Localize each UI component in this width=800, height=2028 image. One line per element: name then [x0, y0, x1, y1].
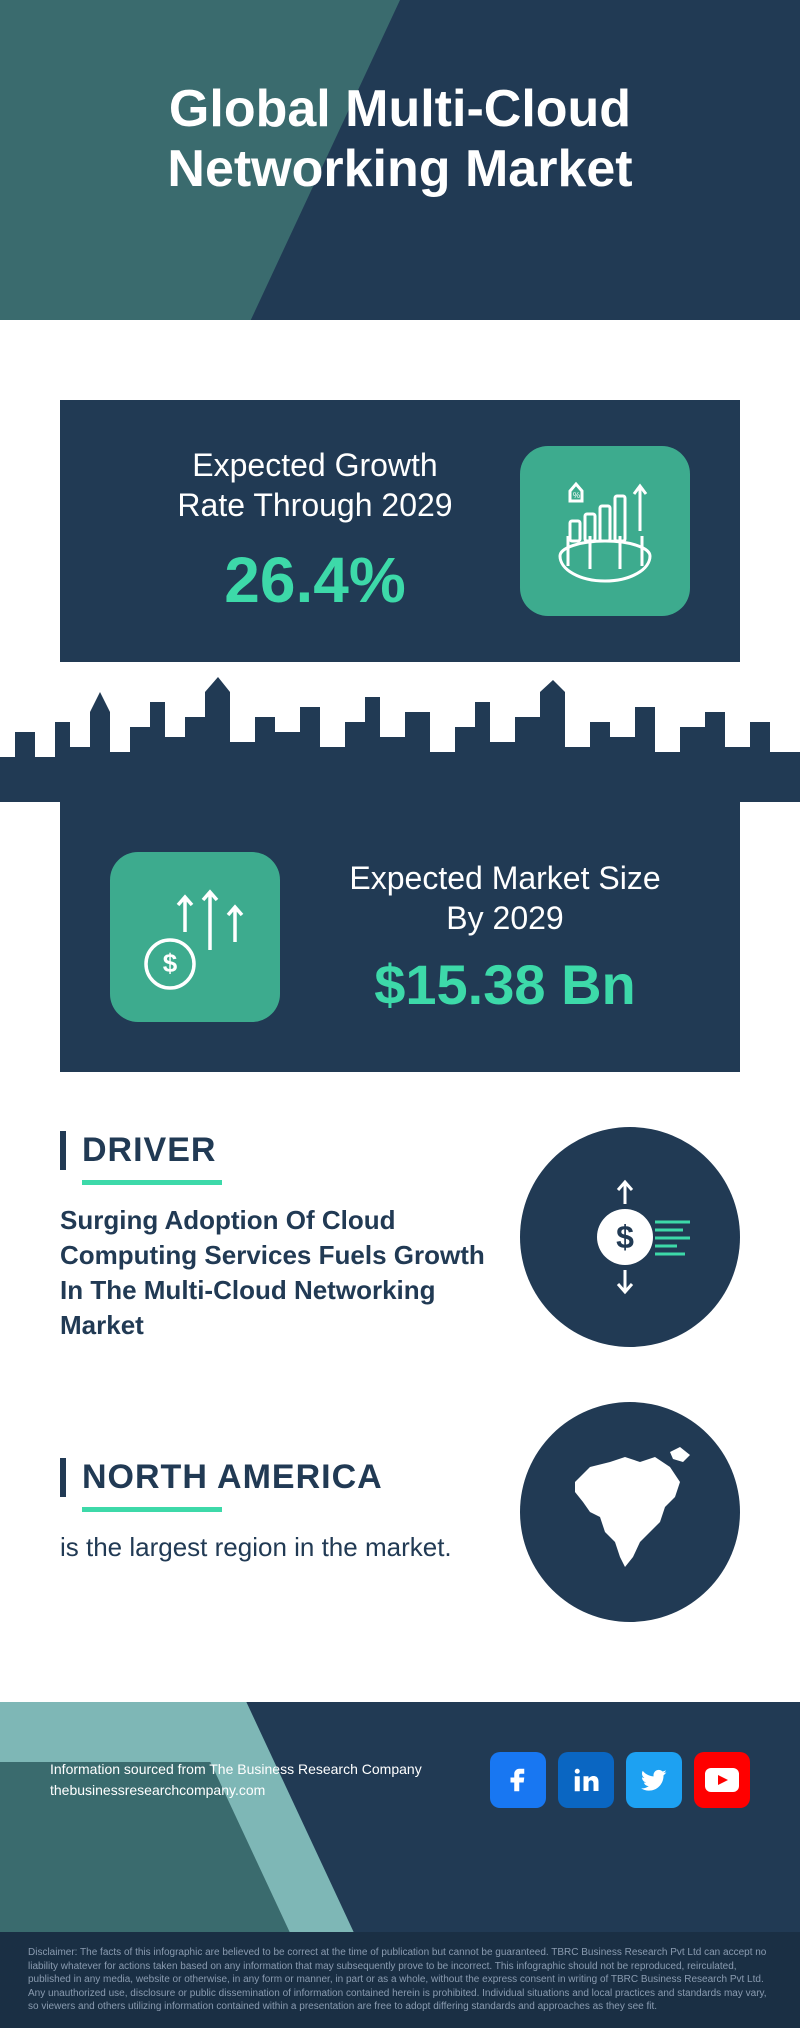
svg-text:$: $ — [163, 948, 178, 978]
size-text-block: Expected Market Size By 2029 $15.38 Bn — [320, 858, 690, 1017]
svg-text:$: $ — [616, 1219, 634, 1255]
driver-row: DRIVER Surging Adoption Of Cloud Computi… — [60, 1127, 740, 1347]
market-size-card: $ Expected Market Size By 2029 $15.38 Bn — [60, 802, 740, 1072]
region-row: NORTH AMERICA is the largest region in t… — [60, 1402, 740, 1622]
size-value: $15.38 Bn — [320, 952, 690, 1017]
growth-rate-card: Expected Growth Rate Through 2029 26.4% — [60, 400, 740, 662]
header-section: Global Multi-Cloud Networking Market — [0, 0, 800, 380]
size-label: Expected Market Size By 2029 — [320, 858, 690, 938]
region-heading: NORTH AMERICA — [60, 1458, 490, 1497]
disclaimer-text: Disclaimer: The facts of this infographi… — [0, 1932, 800, 2028]
driver-body: Surging Adoption Of Cloud Computing Serv… — [60, 1203, 490, 1343]
growth-label: Expected Growth Rate Through 2029 — [110, 445, 520, 525]
driver-heading: DRIVER — [60, 1131, 490, 1170]
page-title: Global Multi-Cloud Networking Market — [0, 80, 800, 200]
footer-section: Information sourced from The Business Re… — [0, 1702, 800, 1932]
youtube-icon[interactable] — [694, 1752, 750, 1808]
title-line-2: Networking Market — [167, 140, 632, 198]
growth-value: 26.4% — [110, 543, 520, 617]
social-links — [490, 1752, 750, 1808]
region-underline — [82, 1507, 222, 1512]
twitter-icon[interactable] — [626, 1752, 682, 1808]
svg-text:%: % — [573, 491, 580, 500]
title-line-1: Global Multi-Cloud — [169, 80, 631, 138]
currency-flow-icon: $ — [520, 1127, 740, 1347]
linkedin-icon[interactable] — [558, 1752, 614, 1808]
growth-chart-icon: % — [520, 446, 690, 616]
region-body: is the largest region in the market. — [60, 1530, 490, 1565]
footer-content: Information sourced from The Business Re… — [50, 1752, 750, 1808]
driver-underline — [82, 1180, 222, 1185]
dollar-growth-icon: $ — [110, 852, 280, 1022]
driver-text: DRIVER Surging Adoption Of Cloud Computi… — [60, 1131, 490, 1343]
skyline-divider — [0, 662, 800, 802]
north-america-map-icon — [520, 1402, 740, 1622]
growth-text-block: Expected Growth Rate Through 2029 26.4% — [110, 445, 520, 617]
infographic-root: Global Multi-Cloud Networking Market Exp… — [0, 0, 800, 2028]
facebook-icon[interactable] — [490, 1752, 546, 1808]
source-attribution: Information sourced from The Business Re… — [50, 1759, 422, 1801]
region-text: NORTH AMERICA is the largest region in t… — [60, 1458, 490, 1565]
